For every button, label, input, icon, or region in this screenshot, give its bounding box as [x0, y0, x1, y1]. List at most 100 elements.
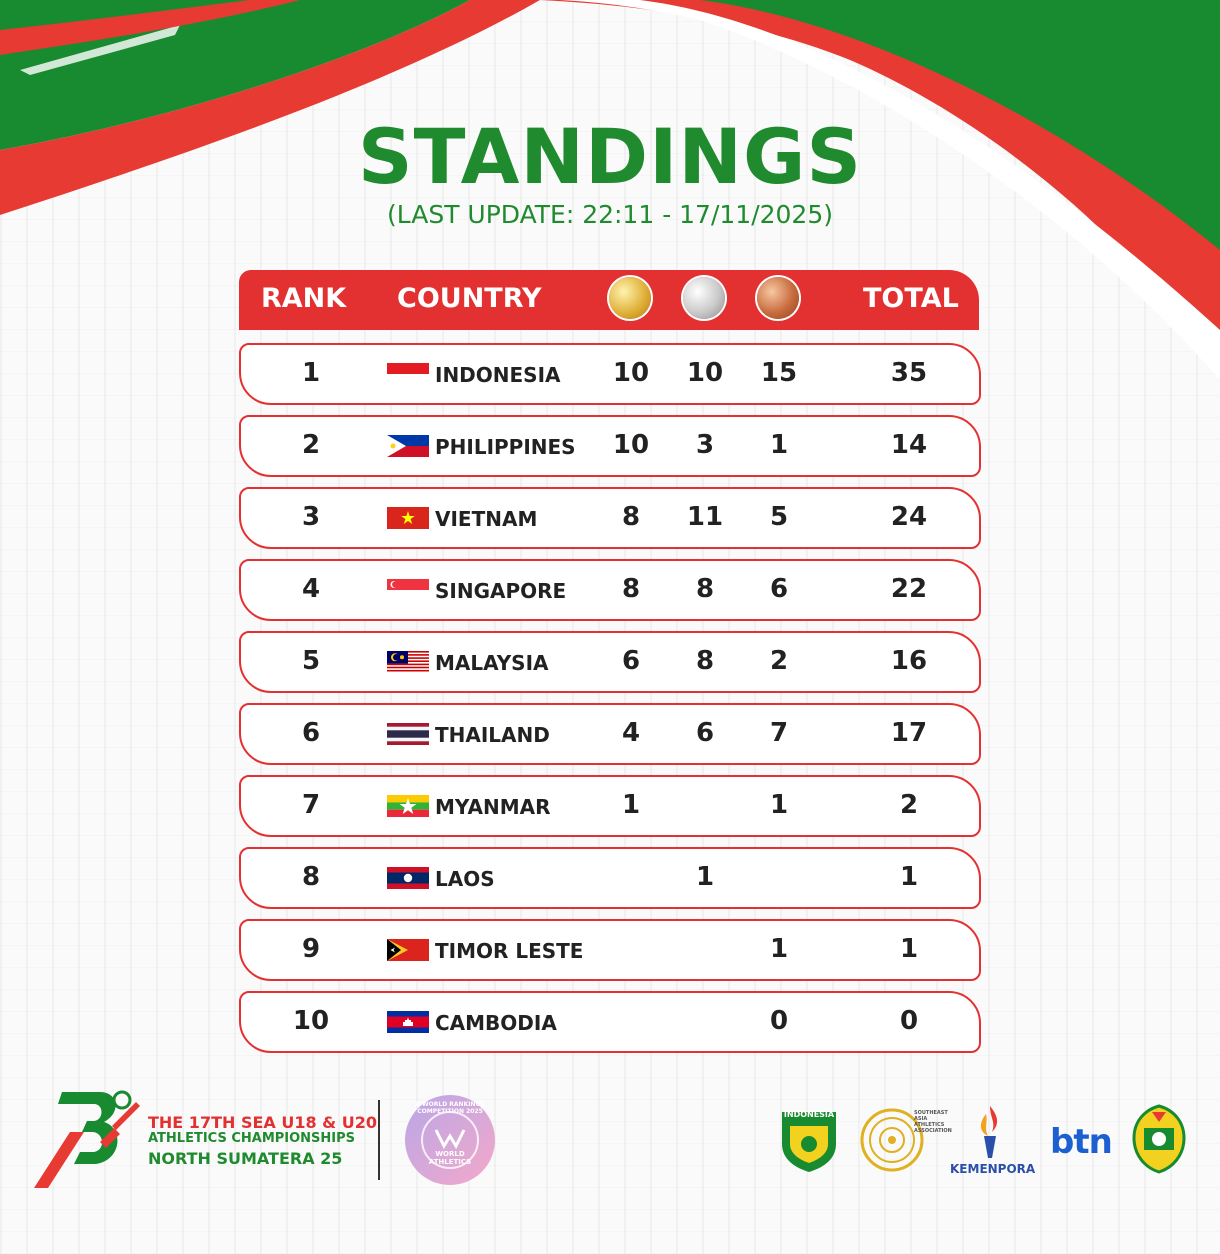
gold-cell: 1	[621, 790, 641, 820]
country-cell: INDONESIA	[435, 363, 561, 387]
rank-cell: 10	[292, 1006, 330, 1036]
total-cell: 24	[890, 502, 928, 532]
rank-cell: 8	[301, 862, 321, 892]
north-sumatera-emblem-icon	[1132, 1104, 1186, 1174]
total-cell: 35	[890, 358, 928, 388]
total-cell: 22	[890, 574, 928, 604]
bronze-cell: 15	[760, 358, 798, 388]
singapore-flag-icon	[387, 579, 429, 601]
country-cell: CAMBODIA	[435, 1011, 557, 1035]
table-row: 4 SINGAPORE 8 8 6 22	[239, 559, 981, 621]
bronze-cell: 1	[769, 790, 789, 820]
total-cell: 2	[899, 790, 919, 820]
cambodia-flag-icon	[387, 1011, 429, 1033]
country-cell: TIMOR LESTE	[435, 939, 584, 963]
silver-cell: 6	[695, 718, 715, 748]
gold-cell: 8	[621, 502, 641, 532]
bronze-cell: 6	[769, 574, 789, 604]
bronze-cell: 7	[769, 718, 789, 748]
page-title: STANDINGS	[357, 112, 863, 201]
total-cell: 0	[899, 1006, 919, 1036]
kemenpora-torch-icon	[980, 1106, 998, 1158]
world-athletics-text: WORLD ATHLETICS	[428, 1150, 472, 1166]
silver-cell: 8	[695, 646, 715, 676]
table-row: 2 PHILIPPINES 10 3 1 14	[239, 415, 981, 477]
rank-cell: 3	[301, 502, 321, 532]
btn-logo: btn	[1050, 1122, 1113, 1162]
kemenpora-text: KEMENPORA	[950, 1162, 1036, 1176]
silver-cell: 1	[695, 862, 715, 892]
silver-medal-icon	[683, 277, 725, 319]
bronze-cell: 5	[769, 502, 789, 532]
country-cell: MYANMAR	[435, 795, 551, 819]
world-athletics-badge-icon	[405, 1095, 495, 1185]
total-cell: 17	[890, 718, 928, 748]
malaysia-flag-icon	[387, 651, 429, 673]
indonesia-athletics-badge-icon	[782, 1112, 836, 1172]
rank-cell: 1	[301, 358, 321, 388]
event-title-line1: THE 17TH SEA U18 & U20	[148, 1113, 377, 1132]
timor-leste-flag-icon	[387, 939, 429, 961]
total-cell: 1	[899, 934, 919, 964]
philippines-flag-icon	[387, 435, 429, 457]
thailand-flag-icon	[387, 723, 429, 745]
rank-cell: 9	[301, 934, 321, 964]
indonesia-flag-icon	[387, 363, 429, 385]
vietnam-flag-icon	[387, 507, 429, 529]
silver-cell: 11	[686, 502, 724, 532]
table-header: RANK COUNTRY TOTAL	[239, 270, 979, 330]
rank-cell: 6	[301, 718, 321, 748]
table-row: 5 MALAYSIA 6 8 2 16	[239, 631, 981, 693]
silver-cell: 8	[695, 574, 715, 604]
gold-cell: 10	[612, 430, 650, 460]
silver-cell: 10	[686, 358, 724, 388]
country-cell: MALAYSIA	[435, 651, 549, 675]
total-header: TOTAL	[863, 283, 959, 314]
total-cell: 14	[890, 430, 928, 460]
indonesia-badge-text: INDONESIA	[783, 1110, 835, 1119]
event-logo-icon	[34, 1090, 140, 1188]
bronze-cell: 1	[769, 934, 789, 964]
gold-medal-icon	[609, 277, 651, 319]
rank-cell: 2	[301, 430, 321, 460]
footer-divider	[378, 1100, 380, 1180]
decorative-swoosh	[0, 0, 1220, 380]
rank-header: RANK	[261, 283, 347, 314]
total-cell: 1	[899, 862, 919, 892]
gold-cell: 8	[621, 574, 641, 604]
total-cell: 16	[890, 646, 928, 676]
table-row: 8 LAOS 1 1	[239, 847, 981, 909]
gold-cell: 10	[612, 358, 650, 388]
table-row: 6 THAILAND 4 6 7 17	[239, 703, 981, 765]
table-row: 7 MYANMAR 1 1 2	[239, 775, 981, 837]
bronze-medal-icon	[757, 277, 799, 319]
country-cell: PHILIPPINES	[435, 435, 576, 459]
bronze-cell: 1	[769, 430, 789, 460]
last-update-subtitle: (LAST UPDATE: 22:11 - 17/11/2025)	[386, 200, 834, 229]
table-row: 9 TIMOR LESTE 1 1	[239, 919, 981, 981]
gold-cell: 4	[621, 718, 641, 748]
silver-cell: 3	[695, 430, 715, 460]
table-row: 10 CAMBODIA 0 0	[239, 991, 981, 1053]
world-athletics-ring-text: A WORLD RANKINGS COMPETITION 2025	[415, 1101, 485, 1115]
myanmar-flag-icon	[387, 795, 429, 817]
gold-cell: 6	[621, 646, 641, 676]
rank-cell: 4	[301, 574, 321, 604]
table-row: 1 INDONESIA 10 10 15 35	[239, 343, 981, 405]
country-cell: VIETNAM	[435, 507, 538, 531]
asean-ring-text: SOUTHEAST ASIA ATHLETICS ASSOCIATION	[914, 1110, 952, 1134]
event-title-line2: ATHLETICS CHAMPIONSHIPS	[148, 1131, 356, 1146]
country-cell: SINGAPORE	[435, 579, 567, 603]
bronze-cell: 2	[769, 646, 789, 676]
bronze-cell: 0	[769, 1006, 789, 1036]
asean-athletics-logo-icon	[860, 1108, 924, 1172]
country-cell: THAILAND	[435, 723, 550, 747]
table-row: 3 VIETNAM 8 11 5 24	[239, 487, 981, 549]
laos-flag-icon	[387, 867, 429, 889]
rank-cell: 5	[301, 646, 321, 676]
rank-cell: 7	[301, 790, 321, 820]
country-cell: LAOS	[435, 867, 495, 891]
country-header: COUNTRY	[397, 283, 542, 314]
event-title-line3: NORTH SUMATERA 25	[148, 1149, 343, 1168]
